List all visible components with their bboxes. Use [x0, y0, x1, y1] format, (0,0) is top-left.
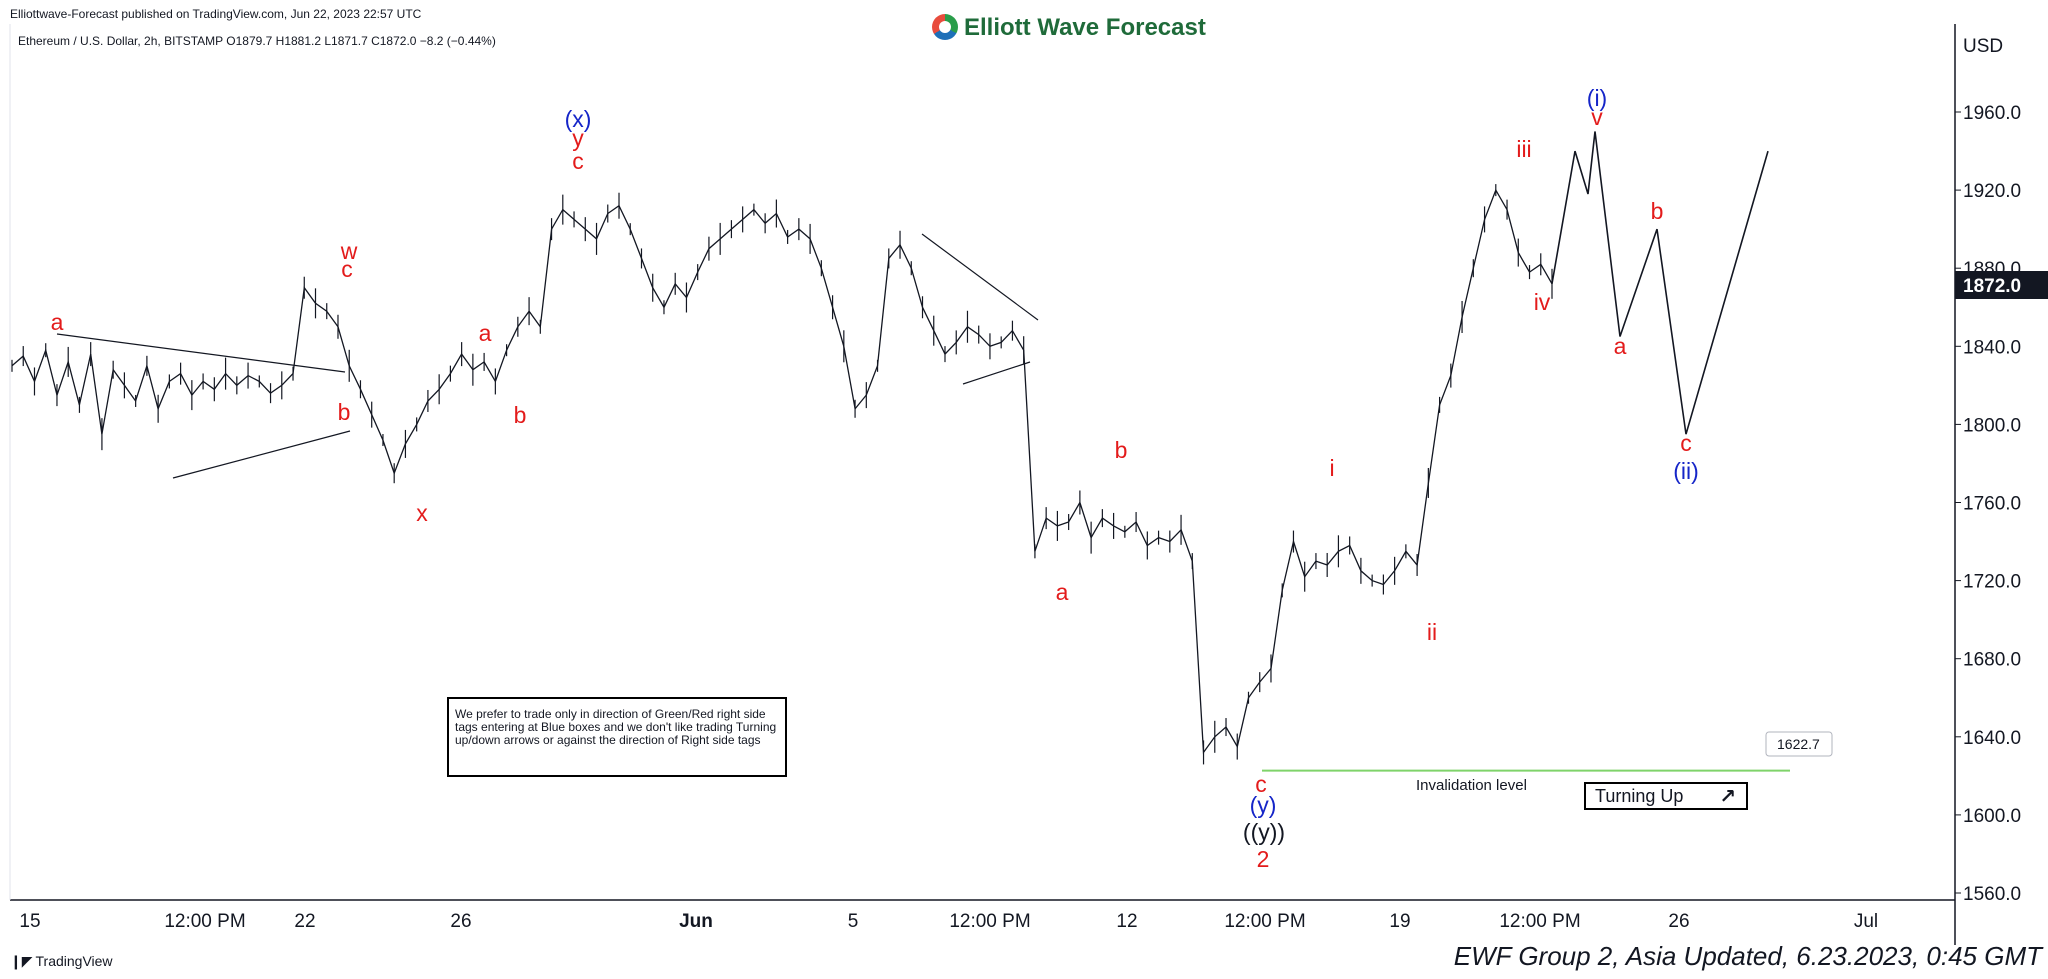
y-tick-label: 1560.0	[1963, 884, 2021, 905]
wave-label: b	[338, 399, 351, 425]
wave-label: ii	[1427, 619, 1437, 645]
y-axis[interactable]: 1960.01920.01880.01840.01800.01760.01720…	[1955, 103, 2021, 905]
symbol-ohlc-line: Ethereum / U.S. Dollar, 2h, BITSTAMP O18…	[18, 34, 496, 48]
last-price-value: 1872.0	[1963, 276, 2021, 297]
turning-up-label: Turning Up	[1595, 786, 1684, 806]
wave-label: (i)	[1587, 85, 1607, 111]
turning-up-box: Turning Up ↗	[1584, 782, 1748, 810]
wave-label: v	[1591, 104, 1603, 130]
ewf-update-footer: EWF Group 2, Asia Updated, 6.23.2023, 0:…	[1453, 941, 2042, 971]
wave-labels: abwcxab(x)ycbac(y)((y))2iiiiiiiv(i)vabc(…	[51, 85, 1699, 872]
triangle-annotations	[56, 233, 1039, 479]
projection-path	[1551, 131, 1769, 435]
wave-label: i	[1329, 455, 1334, 481]
trading-note-text: We prefer to trade only in direction of …	[455, 707, 777, 747]
x-tick-label: 12:00 PM	[949, 911, 1030, 932]
wave-label: a	[1614, 333, 1627, 359]
wave-label: x	[416, 500, 428, 526]
wave-label: c	[341, 256, 353, 282]
wave-label: a	[51, 309, 64, 335]
wave-label: c	[1680, 430, 1692, 456]
wave-label: 2	[1257, 846, 1270, 872]
y-tick-label: 1600.0	[1963, 806, 2021, 827]
tradingview-brand[interactable]: ❙◤ TradingView	[10, 953, 113, 970]
wave-label: b	[1115, 437, 1128, 463]
wave-label: b	[1651, 198, 1664, 224]
y-tick-label: 1720.0	[1963, 572, 2021, 593]
x-tick-label: Jun	[679, 911, 713, 932]
trading-note-box: We prefer to trade only in direction of …	[447, 697, 787, 777]
y-tick-label: 1680.0	[1963, 650, 2021, 671]
invalidation-label: Invalidation level	[1416, 777, 1527, 794]
wave-label: y	[572, 125, 584, 151]
wave-label: a	[479, 320, 492, 346]
price-series-line	[11, 188, 1553, 755]
wave-label: w	[340, 238, 358, 264]
x-tick-label: 12:00 PM	[164, 911, 245, 932]
wave-label: b	[514, 402, 527, 428]
tradingview-logo-icon: ❙◤	[10, 953, 33, 969]
wave-label: (ii)	[1673, 458, 1699, 484]
ewf-logo-icon	[932, 14, 958, 40]
x-tick-label: 26	[1668, 911, 1689, 932]
wave-label: iv	[1534, 289, 1551, 315]
wave-label: c	[1255, 771, 1267, 797]
triangle-2-upper	[921, 233, 1039, 321]
x-tick-label: 15	[19, 911, 40, 932]
x-tick-label: 26	[450, 911, 471, 932]
y-tick-label: 1640.0	[1963, 728, 2021, 749]
y-tick-label: 1960.0	[1963, 103, 2021, 124]
ewf-brand-logo: Elliott Wave Forecast	[932, 14, 1206, 42]
wave-label: c	[572, 148, 584, 174]
last-price-tag: 1872.0	[1955, 271, 2048, 299]
wave-label: iii	[1516, 136, 1531, 162]
y-tick-label: 1840.0	[1963, 337, 2021, 358]
wave-label: (y)	[1250, 792, 1277, 818]
invalidation-tag-value: 1622.7	[1777, 736, 1820, 752]
wave-label: a	[1056, 579, 1069, 605]
x-tick-label: Jul	[1854, 911, 1878, 932]
triangle-1-lower	[172, 430, 351, 479]
x-tick-label: 12:00 PM	[1224, 911, 1305, 932]
turning-up-arrow-icon: ↗	[1719, 786, 1736, 808]
triangle-1-upper	[56, 333, 346, 373]
x-tick-label: 12:00 PM	[1499, 911, 1580, 932]
x-tick-label: 12	[1116, 911, 1137, 932]
x-tick-label: 22	[294, 911, 315, 932]
ewf-brand-text: Elliott Wave Forecast	[964, 14, 1206, 41]
currency-label: USD	[1963, 36, 2003, 57]
triangle-2-lower	[962, 361, 1031, 385]
y-tick-label: 1800.0	[1963, 415, 2021, 436]
wave-label: (x)	[565, 106, 592, 132]
x-tick-label: 19	[1389, 911, 1410, 932]
x-axis[interactable]: 15 12:00 PM 22 26 Jun 5 12:00 PM 12 12:00 PM 19 12…	[19, 911, 1878, 932]
published-info: Elliottwave-Forecast published on Tradin…	[10, 7, 422, 21]
wave-label: ((y))	[1243, 819, 1285, 845]
price-bars	[11, 184, 1553, 765]
y-tick-label: 1760.0	[1963, 494, 2021, 515]
x-tick-label: 5	[848, 911, 859, 932]
y-tick-label: 1920.0	[1963, 181, 2021, 202]
invalidation-tag: 1622.7	[1765, 731, 1833, 757]
tradingview-text: TradingView	[35, 953, 113, 969]
